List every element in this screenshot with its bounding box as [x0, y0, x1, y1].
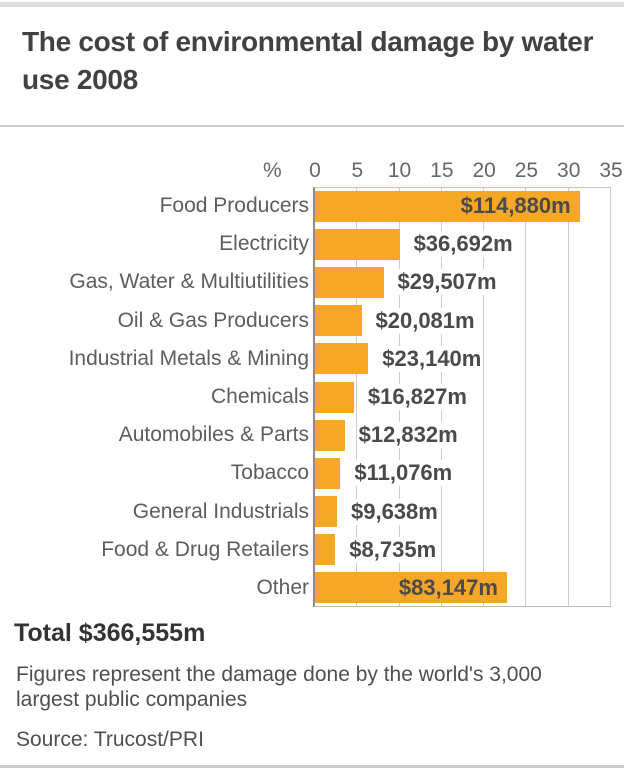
x-axis-tick: 30	[557, 159, 581, 182]
bar-zone: $8,735m	[315, 531, 611, 569]
bar-row: Industrial Metals & Mining $23,140m	[0, 340, 624, 378]
page-title: The cost of environmental damage by wate…	[22, 26, 594, 95]
category-label: Tobacco	[230, 461, 309, 485]
bar-value-label: $29,507m	[395, 269, 499, 296]
total-label: Total $366,555m	[14, 619, 206, 648]
bar: $12,832m	[315, 419, 460, 451]
bar-value-label: $23,140m	[380, 345, 484, 372]
bar-row: Other $83,147m	[0, 569, 624, 607]
bar-value-label: $114,880m	[460, 193, 571, 219]
bar: $23,140m	[315, 343, 484, 375]
bar-zone: $36,692m	[315, 225, 611, 263]
gridline	[483, 188, 485, 607]
bar-row: Food Producers $114,880m	[0, 187, 624, 225]
top-rule	[0, 2, 624, 7]
category-label: Gas, Water & Multiutilities	[69, 270, 309, 294]
x-axis-unit-label: %	[263, 159, 282, 182]
gridline	[567, 188, 569, 607]
category-label: Industrial Metals & Mining	[68, 346, 309, 370]
bar: $29,507m	[315, 266, 499, 298]
category-label: Oil & Gas Producers	[117, 308, 309, 332]
gridline	[610, 188, 611, 607]
bar-value-label: $12,832m	[356, 422, 460, 449]
bar-row: Automobiles & Parts $12,832m	[0, 416, 624, 454]
gridline	[525, 188, 527, 607]
bar-value-label: $83,147m	[398, 574, 498, 600]
bar-value-label: $9,638m	[348, 498, 440, 525]
bar-value-label: $16,827m	[365, 384, 469, 411]
bar-row: Oil & Gas Producers $20,081m	[0, 302, 624, 340]
bar: $8,735m	[315, 534, 439, 566]
bar-zone: $114,880m	[315, 187, 611, 225]
bar-row: Chemicals $16,827m	[0, 378, 624, 416]
gridline	[356, 188, 358, 607]
footnote: Figures represent the damage done by the…	[16, 663, 542, 712]
x-axis-tick: 25	[514, 159, 539, 182]
x-axis-tick: 15	[430, 159, 454, 182]
bar: $16,827m	[315, 381, 469, 413]
bar: $36,692m	[315, 228, 515, 260]
bar-row: General Industrials $9,638m	[0, 493, 624, 531]
bar-value-label: $36,692m	[411, 231, 515, 258]
bar-row: Tobacco $11,076m	[0, 454, 624, 492]
category-label: Food Producers	[159, 194, 309, 218]
bar-zone: $29,507m	[315, 263, 611, 301]
bar-row: Food & Drug Retailers $8,735m	[0, 531, 624, 569]
title-divider	[0, 125, 624, 127]
category-label: General Industrials	[132, 499, 309, 523]
bar-row: Electricity $36,692m	[0, 225, 624, 263]
bar: $114,880m	[315, 190, 580, 222]
bar-zone: $20,081m	[315, 302, 611, 340]
bar-zone: $16,827m	[315, 378, 611, 416]
category-label: Other	[256, 575, 309, 599]
bar-value-label: $8,735m	[347, 536, 439, 563]
bar-zone: $23,140m	[315, 340, 611, 378]
x-axis-tick: 20	[472, 159, 496, 182]
bar-zone: $83,147m	[315, 569, 611, 607]
x-axis-tick: 0	[309, 159, 321, 182]
x-axis: % 0 5 10 15 20 25 30 35	[0, 159, 624, 182]
x-axis-tick: 5	[351, 159, 364, 182]
bar-chart: Food Producers $114,880m Electricity $36…	[0, 187, 624, 608]
source-credit: Source: Trucost/PRI	[16, 728, 204, 752]
bar-row: Gas, Water & Multiutilities $29,507m	[0, 263, 624, 301]
bottom-rule	[0, 765, 624, 769]
bar: $20,081m	[315, 305, 477, 337]
bar: $11,076m	[315, 457, 455, 489]
category-label: Chemicals	[210, 385, 309, 409]
category-label: Food & Drug Retailers	[101, 537, 309, 561]
bar-value-label: $11,076m	[352, 460, 455, 487]
bar-zone: $12,832m	[315, 416, 611, 454]
x-axis-tick: 35	[599, 159, 623, 182]
bar-zone: $11,076m	[315, 454, 611, 492]
category-label: Automobiles & Parts	[118, 423, 309, 447]
bar-zone: $9,638m	[315, 493, 611, 531]
bar: $83,147m	[315, 572, 507, 604]
bar: $9,638m	[315, 496, 440, 528]
bar-value-label: $20,081m	[373, 307, 477, 334]
category-label: Electricity	[219, 232, 309, 256]
x-axis-tick: 10	[387, 159, 412, 182]
